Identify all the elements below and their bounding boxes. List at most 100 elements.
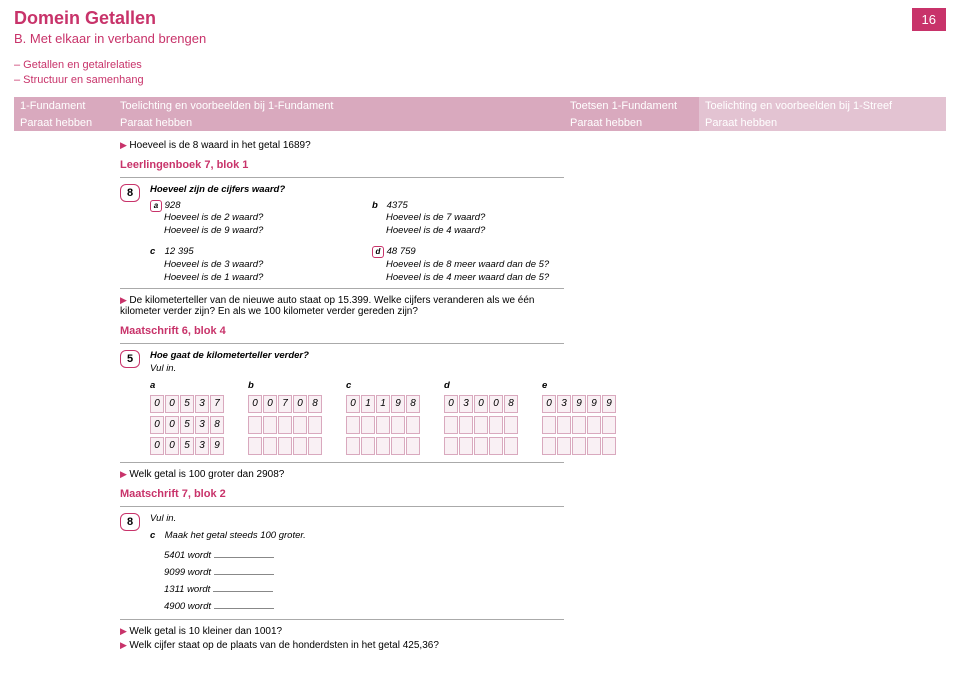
part-d-label: d xyxy=(372,246,384,258)
part-b-label: b xyxy=(372,200,384,213)
part-a-q2: Hoeveel is de 9 waard? xyxy=(164,225,263,236)
part-d-value: 48 759 xyxy=(387,246,416,257)
exercise-subtitle: Vul in. xyxy=(150,363,176,374)
col-toetsen: Toetsen 1-Fundament xyxy=(564,97,699,115)
odo-cell: 1 xyxy=(376,395,390,413)
odo-cell xyxy=(504,437,518,455)
odo-cell xyxy=(489,437,503,455)
line-2: 9099 wordt xyxy=(164,567,211,578)
odo-cell xyxy=(346,437,360,455)
bullet-q2: De kilometerteller van de nieuwe auto st… xyxy=(120,295,564,317)
odo-cell: 7 xyxy=(278,395,292,413)
odo-cell xyxy=(504,416,518,434)
odo-col-b: b 00708 xyxy=(248,380,322,458)
sub-title: B. Met elkaar in verband brengen xyxy=(14,31,946,46)
odo-row-cells: 01198 xyxy=(346,395,420,413)
part-c-q2: Hoeveel is de 1 waard? xyxy=(164,272,263,283)
ref-maatschrift-7: Maatschrift 7, blok 2 xyxy=(120,488,564,500)
odo-cell: 3 xyxy=(195,395,209,413)
bullet-q1: Hoeveel is de 8 waard in het getal 1689? xyxy=(120,140,564,151)
odo-cell: 0 xyxy=(474,395,488,413)
sublist-item: – Structuur en samenhang xyxy=(14,73,946,88)
odo-cell xyxy=(376,416,390,434)
odo-row-cells: 03008 xyxy=(444,395,518,413)
part-a-label: a xyxy=(150,200,162,212)
odo-label: b xyxy=(248,380,322,393)
odo-row-cells: 00708 xyxy=(248,395,322,413)
bullet-q5: Welk cijfer staat op de plaats van de ho… xyxy=(120,640,564,651)
line-1: 5401 wordt xyxy=(164,550,211,561)
odo-cell: 3 xyxy=(195,437,209,455)
odo-label: c xyxy=(346,380,420,393)
odo-cell: 9 xyxy=(391,395,405,413)
odo-cell: 5 xyxy=(180,416,194,434)
part-a-value: 928 xyxy=(165,200,181,211)
odo-cell: 0 xyxy=(293,395,307,413)
line-3: 1311 wordt xyxy=(164,584,210,595)
odo-row-cells xyxy=(346,416,420,434)
part-c-label: c xyxy=(150,530,162,543)
odo-row-cells: 00539 xyxy=(150,437,224,455)
row-paraat-4: Paraat hebben xyxy=(699,115,946,131)
part-c-value: 12 395 xyxy=(165,246,194,257)
exercise-title: Hoe gaat de kilometerteller verder? xyxy=(150,350,309,361)
part-c-q1: Hoeveel is de 3 waard? xyxy=(164,259,263,270)
part-b-value: 4375 xyxy=(387,200,408,211)
odo-cell xyxy=(459,437,473,455)
exercise-8b: 8 Vul in. c Maak het getal steeds 100 gr… xyxy=(120,513,564,615)
odo-label: a xyxy=(150,380,224,393)
odo-cell: 1 xyxy=(361,395,375,413)
odo-cell: 3 xyxy=(195,416,209,434)
odo-cell: 0 xyxy=(165,416,179,434)
odo-cell xyxy=(278,416,292,434)
col-toelichting-streef: Toelichting en voorbeelden bij 1-Streef xyxy=(699,97,946,115)
page-number: 16 xyxy=(912,8,946,31)
exercise-8: 8 Hoeveel zijn de cijfers waard? a 928 H… xyxy=(120,184,564,285)
odo-cell xyxy=(361,437,375,455)
odo-cell: 5 xyxy=(180,437,194,455)
odo-cell xyxy=(474,416,488,434)
odo-cell: 8 xyxy=(308,395,322,413)
odo-cell xyxy=(278,437,292,455)
odo-cell: 0 xyxy=(165,395,179,413)
odo-cell: 0 xyxy=(150,416,164,434)
part-d-q2: Hoeveel is de 4 meer waard dan de 5? xyxy=(386,272,549,283)
sub-list: – Getallen en getalrelaties – Structuur … xyxy=(14,58,946,89)
odo-cell xyxy=(293,437,307,455)
odo-cell xyxy=(308,437,322,455)
line-4: 4900 wordt xyxy=(164,601,211,612)
odo-col-a: a005370053800539 xyxy=(150,380,224,458)
odo-cell: 0 xyxy=(150,437,164,455)
blank-line xyxy=(214,548,274,558)
exercise-5: 5 Hoe gaat de kilometerteller verder? Vu… xyxy=(120,350,564,457)
odo-cell xyxy=(542,416,556,434)
odo-cell: 0 xyxy=(444,395,458,413)
exercise-title: Hoeveel zijn de cijfers waard? xyxy=(150,184,285,195)
odo-cell xyxy=(406,416,420,434)
bullet-q4: Welk getal is 10 kleiner dan 1001? xyxy=(120,626,564,637)
ref-leerlingenboek: Leerlingenboek 7, blok 1 xyxy=(120,159,564,171)
odo-cell: 0 xyxy=(489,395,503,413)
odo-cell: 9 xyxy=(210,437,224,455)
odo-row-cells: 00538 xyxy=(150,416,224,434)
row-paraat-3: Paraat hebben xyxy=(564,115,699,131)
blank-line xyxy=(214,599,274,609)
odo-cell xyxy=(474,437,488,455)
blank-line xyxy=(214,565,274,575)
odo-cell xyxy=(263,416,277,434)
odo-cell: 3 xyxy=(459,395,473,413)
odo-row-cells xyxy=(346,437,420,455)
row-paraat-1: Paraat hebben xyxy=(14,115,114,131)
blank-line xyxy=(213,582,273,592)
col-toelichting-fundament: Toelichting en voorbeelden bij 1-Fundame… xyxy=(114,97,564,115)
ref-maatschrift-6: Maatschrift 6, blok 4 xyxy=(120,325,564,337)
part-d-q1: Hoeveel is de 8 meer waard dan de 5? xyxy=(386,259,549,270)
header-table: 1-Fundament Toelichting en voorbeelden b… xyxy=(14,97,946,654)
odo-cell: 8 xyxy=(504,395,518,413)
odo-cell: 0 xyxy=(263,395,277,413)
odo-cell xyxy=(263,437,277,455)
odo-cell xyxy=(444,437,458,455)
odo-cell xyxy=(489,416,503,434)
exercise-title: Vul in. xyxy=(150,513,176,524)
exercise-number: 8 xyxy=(120,513,140,531)
